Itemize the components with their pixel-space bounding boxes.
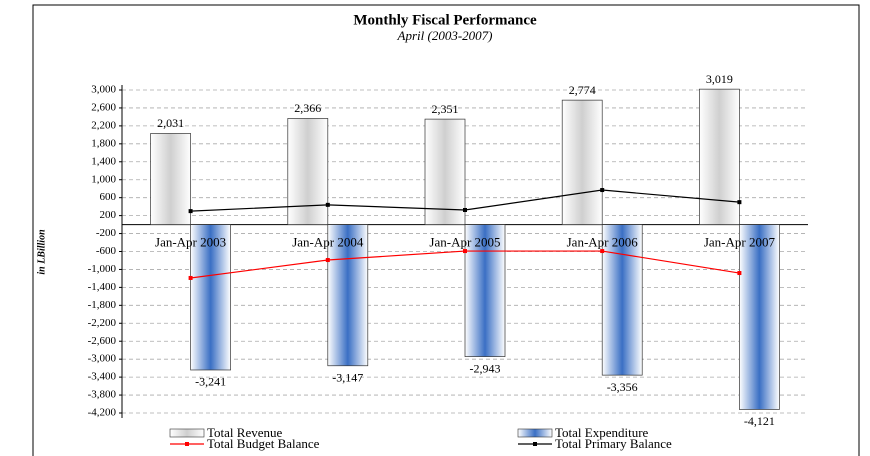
y-tick-label: 1,400 bbox=[91, 155, 116, 167]
legend-label: Total Budget Balance bbox=[207, 436, 320, 451]
y-tick-label: 1,800 bbox=[91, 137, 116, 149]
y-tick-label: -2,600 bbox=[88, 335, 117, 347]
x-tick-label: Jan-Apr 2005 bbox=[429, 235, 500, 250]
line-marker bbox=[600, 249, 605, 254]
line-marker bbox=[188, 209, 193, 214]
chart-subtitle: April (2003-2007) bbox=[397, 28, 493, 43]
data-label: -3,241 bbox=[195, 375, 226, 389]
legend-marker bbox=[185, 442, 189, 446]
y-tick-label: -3,800 bbox=[88, 389, 117, 401]
y-axis-label: in LBillion bbox=[36, 229, 47, 275]
line-marker bbox=[737, 200, 742, 205]
bar bbox=[561, 99, 603, 225]
y-tick-label: -3,000 bbox=[88, 353, 117, 365]
legend-label: Total Primary Balance bbox=[555, 436, 672, 451]
y-tick-label: 200 bbox=[100, 209, 117, 221]
legend-marker bbox=[533, 442, 537, 446]
data-label: 2,774 bbox=[569, 83, 596, 97]
y-tick-label: 2,600 bbox=[91, 101, 116, 113]
line-marker bbox=[325, 258, 330, 263]
y-tick-label: -1,000 bbox=[88, 263, 117, 275]
data-label: -4,121 bbox=[744, 414, 775, 428]
line-marker bbox=[188, 275, 193, 280]
bar bbox=[601, 224, 643, 376]
line-marker bbox=[463, 208, 467, 213]
y-tick-label: -600 bbox=[96, 245, 117, 257]
y-tick-label: -200 bbox=[96, 227, 117, 239]
bar bbox=[464, 224, 506, 357]
x-tick-label: Jan-Apr 2006 bbox=[567, 235, 639, 250]
bar bbox=[739, 224, 780, 410]
line-marker bbox=[463, 249, 467, 254]
legend-label: Total Revenue bbox=[207, 425, 282, 440]
y-tick-label: 2,200 bbox=[91, 119, 116, 131]
chart-frame bbox=[32, 4, 860, 456]
chart-title: Monthly Fiscal Performance bbox=[353, 12, 537, 28]
data-label: -3,147 bbox=[332, 371, 363, 385]
data-label: -3,356 bbox=[607, 380, 638, 394]
y-tick-label: 3,000 bbox=[91, 84, 116, 96]
data-label: 2,031 bbox=[157, 116, 184, 130]
line-marker bbox=[737, 271, 742, 276]
legend-swatch bbox=[517, 428, 553, 438]
x-tick-label: Jan-Apr 2004 bbox=[292, 235, 364, 250]
line-marker bbox=[325, 202, 330, 207]
y-tick-label: -1,800 bbox=[88, 299, 117, 311]
y-tick-label: -3,400 bbox=[88, 371, 117, 383]
x-tick-label: Jan-Apr 2007 bbox=[704, 235, 776, 250]
data-label: 2,366 bbox=[294, 101, 321, 115]
bar bbox=[424, 118, 466, 225]
bar bbox=[190, 224, 231, 371]
bar bbox=[287, 118, 329, 225]
legend-swatch bbox=[169, 428, 205, 438]
y-tick-label: -1,400 bbox=[88, 281, 117, 293]
y-tick-label: 600 bbox=[100, 191, 117, 203]
y-tick-label: 1,000 bbox=[91, 173, 116, 185]
bar bbox=[699, 88, 740, 225]
data-label: 3,019 bbox=[706, 72, 733, 86]
y-tick-label: -2,200 bbox=[88, 317, 117, 329]
x-tick-label: Jan-Apr 2003 bbox=[155, 235, 226, 250]
bar bbox=[327, 224, 369, 367]
data-label: -2,943 bbox=[470, 361, 501, 375]
y-tick-label: -4,200 bbox=[88, 407, 117, 419]
data-label: 2,351 bbox=[432, 102, 459, 116]
legend-label: Total Expenditure bbox=[555, 425, 649, 440]
line-marker bbox=[600, 188, 605, 193]
bar bbox=[150, 133, 191, 225]
